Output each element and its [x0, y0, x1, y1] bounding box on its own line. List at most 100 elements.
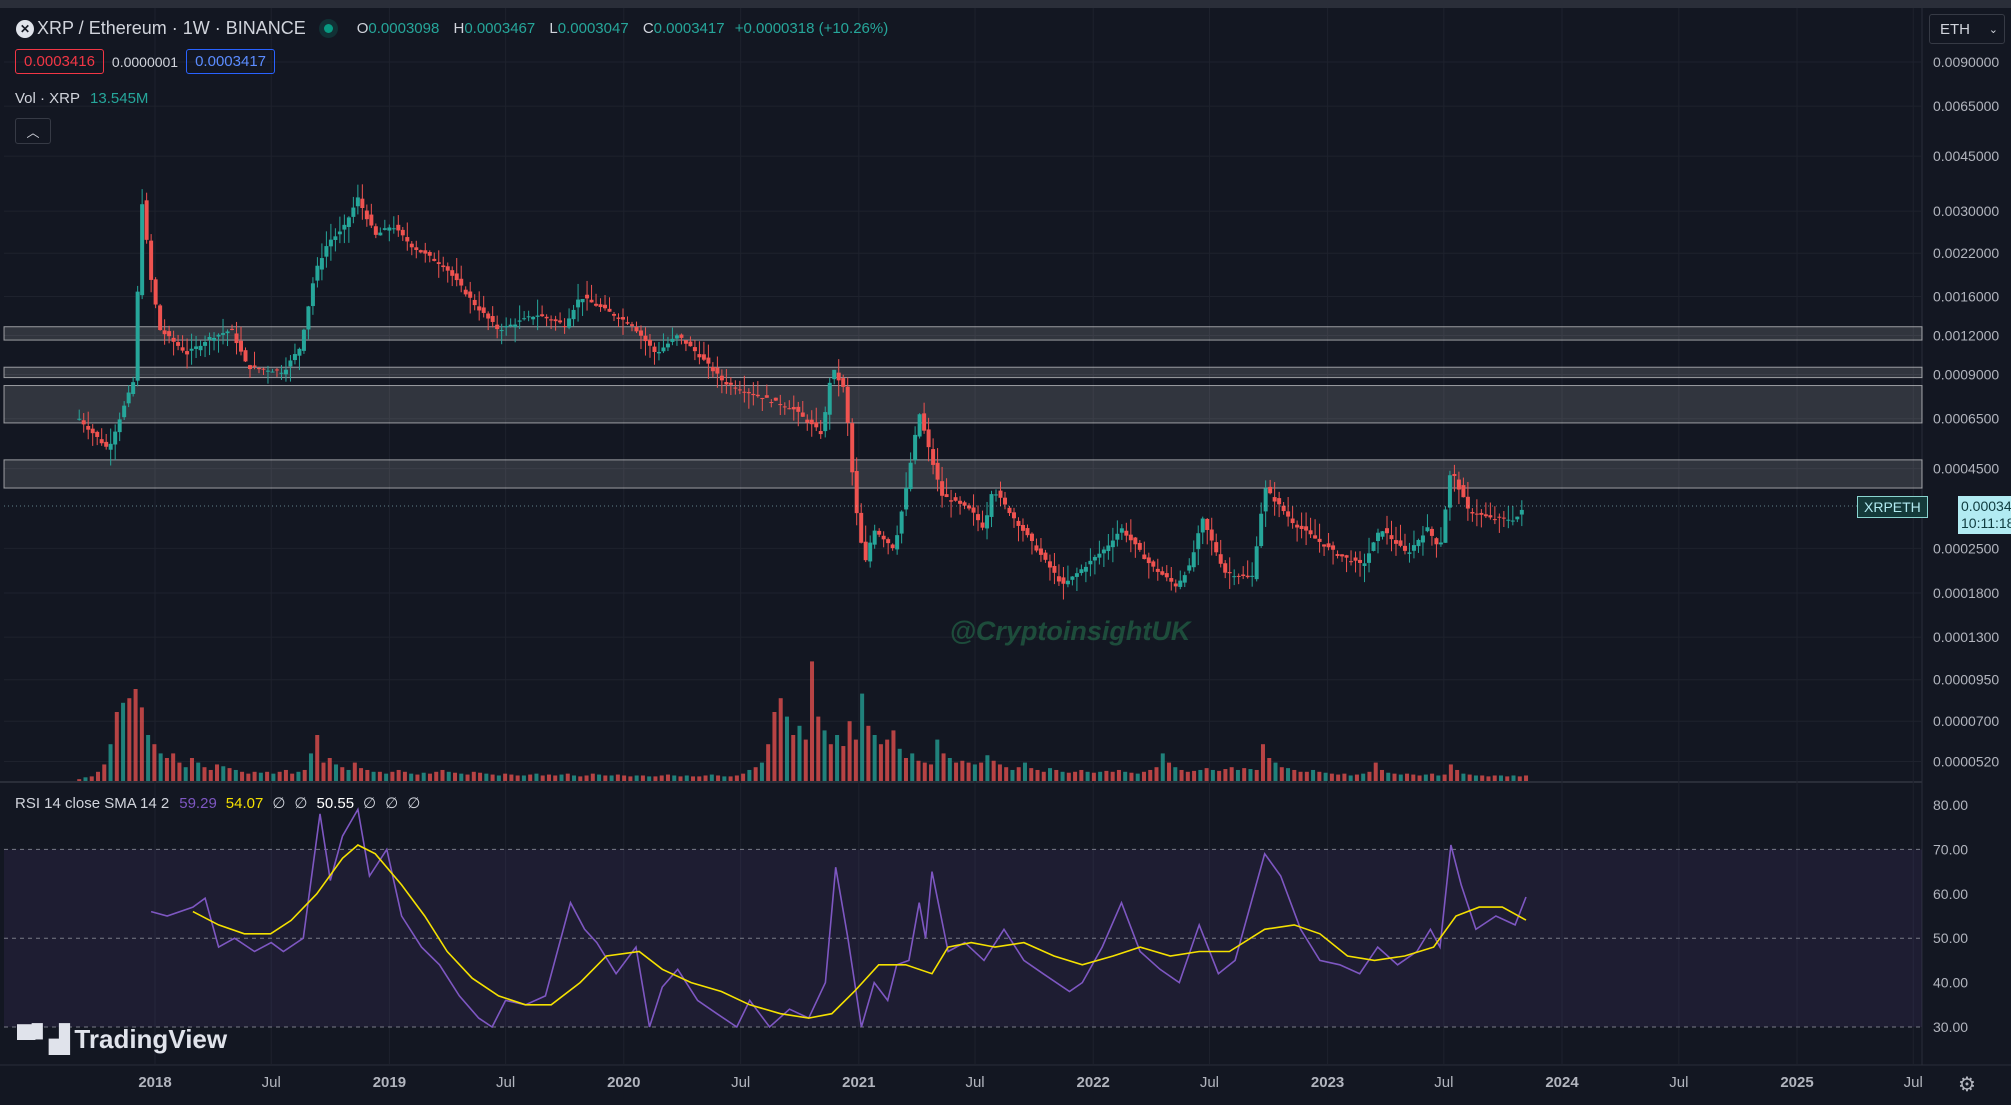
candle-body — [99, 439, 104, 444]
gear-icon[interactable]: ⚙ — [1958, 1074, 1976, 1096]
tradingview-logo[interactable]: ▀▘▟ TradingView — [17, 1024, 227, 1055]
volume-legend: Vol · XRP 13.545M — [15, 90, 148, 107]
candle-body — [225, 331, 230, 334]
symbol-title[interactable]: XRP / Ethereum · 1W · BINANCE — [37, 18, 306, 38]
candle-body — [1268, 486, 1273, 494]
candle-body — [1402, 545, 1407, 551]
volume-bar — [954, 762, 959, 781]
candle-body — [1340, 554, 1345, 557]
sell-button[interactable]: 0.0003416 — [15, 49, 104, 74]
volume-bar — [1267, 758, 1272, 781]
volume-bar — [540, 775, 545, 781]
rsi-na-4: ∅ — [385, 795, 399, 812]
sr-zone — [3, 459, 1923, 489]
volume-bar — [308, 753, 313, 781]
candle-body — [719, 375, 724, 381]
candle-body — [1510, 520, 1515, 522]
candle-body — [958, 500, 963, 504]
volume-bar — [935, 739, 940, 781]
candle-body — [940, 481, 945, 496]
candle-body — [787, 408, 792, 410]
price-tick-label: 0.0012000 — [1933, 327, 1999, 343]
candle-body — [805, 419, 810, 423]
candle-body — [1384, 528, 1389, 534]
volume-bar — [208, 769, 213, 781]
candle-body — [683, 340, 688, 344]
volume-bar — [1173, 767, 1178, 781]
candle-body — [877, 530, 882, 535]
candle-body — [445, 266, 450, 271]
volume-bar — [164, 758, 169, 781]
candle-body — [1380, 531, 1385, 537]
candle-body — [212, 337, 217, 341]
currency-select[interactable]: ETH ⌄ — [1929, 14, 2005, 44]
candle-body — [621, 317, 626, 320]
volume-bar — [327, 758, 332, 781]
volume-bar — [634, 775, 639, 781]
candle-body — [1254, 546, 1259, 580]
volume-bar — [1260, 744, 1265, 781]
candle-body — [1272, 497, 1277, 502]
rsi-label[interactable]: RSI 14 close SMA 14 2 — [15, 794, 170, 812]
candle-body — [890, 544, 895, 549]
price-tick-label: 0.0030000 — [1933, 203, 1999, 219]
candle-body — [328, 239, 333, 247]
candle-body — [931, 449, 936, 465]
volume-bar — [1135, 773, 1140, 781]
volume-bar — [496, 775, 501, 781]
volume-bar — [1336, 774, 1341, 781]
candle-body — [418, 250, 423, 253]
candle-body — [598, 304, 603, 308]
candle-body — [760, 398, 765, 400]
collapse-legend-button[interactable]: ︿ — [15, 118, 51, 144]
candle-body — [1070, 576, 1075, 580]
volume-bar — [559, 774, 564, 781]
candle-body — [1160, 571, 1165, 575]
candle-body — [1286, 511, 1291, 517]
candle-body — [994, 494, 999, 496]
volume-bar — [1091, 772, 1096, 781]
candle-body — [589, 299, 594, 303]
candle-body — [962, 502, 967, 506]
candle-body — [899, 511, 904, 534]
candle-body — [1304, 526, 1309, 531]
candle-body — [351, 207, 356, 217]
candle-body — [315, 265, 320, 281]
volume-bar — [1198, 769, 1203, 781]
symbol-logo-icon[interactable]: ✕ — [16, 19, 34, 38]
candle-body — [1353, 557, 1358, 561]
candle-body — [432, 258, 437, 261]
candle-body — [288, 360, 293, 367]
watermark-text: @CryptoinsightUK — [950, 616, 1193, 646]
time-tick-label: Jul — [1200, 1074, 1219, 1091]
volume-bar — [365, 769, 370, 781]
rsi-sma-value: 54.07 — [225, 794, 264, 812]
volume-bar — [684, 775, 689, 781]
candle-body — [998, 490, 1003, 498]
rsi-na-5: ∅ — [407, 795, 421, 812]
price-tick-label: 0.0001800 — [1933, 585, 1999, 601]
candle-body — [692, 347, 697, 352]
volume-bar — [1423, 774, 1428, 781]
candle-body — [917, 414, 922, 437]
volume-bar — [553, 775, 558, 781]
volume-bar — [1361, 773, 1366, 781]
volume-bar — [546, 774, 551, 781]
candle-body — [1362, 563, 1367, 566]
candle-body — [337, 231, 342, 235]
volume-label[interactable]: Vol · XRP — [15, 90, 81, 107]
volume-bar — [1010, 769, 1015, 781]
candle-body — [1043, 552, 1048, 560]
volume-bar — [246, 773, 251, 781]
candle-body — [791, 407, 796, 410]
volume-bar — [659, 775, 664, 781]
open-value: 0.0003098 — [368, 20, 440, 37]
candle-body — [369, 214, 374, 226]
buy-button[interactable]: 0.0003417 — [186, 49, 275, 74]
volume-bar — [1248, 769, 1253, 781]
candle-body — [1011, 512, 1016, 519]
candle-body — [1155, 568, 1160, 572]
volume-bar — [772, 712, 777, 781]
volume-bar — [1392, 773, 1397, 781]
